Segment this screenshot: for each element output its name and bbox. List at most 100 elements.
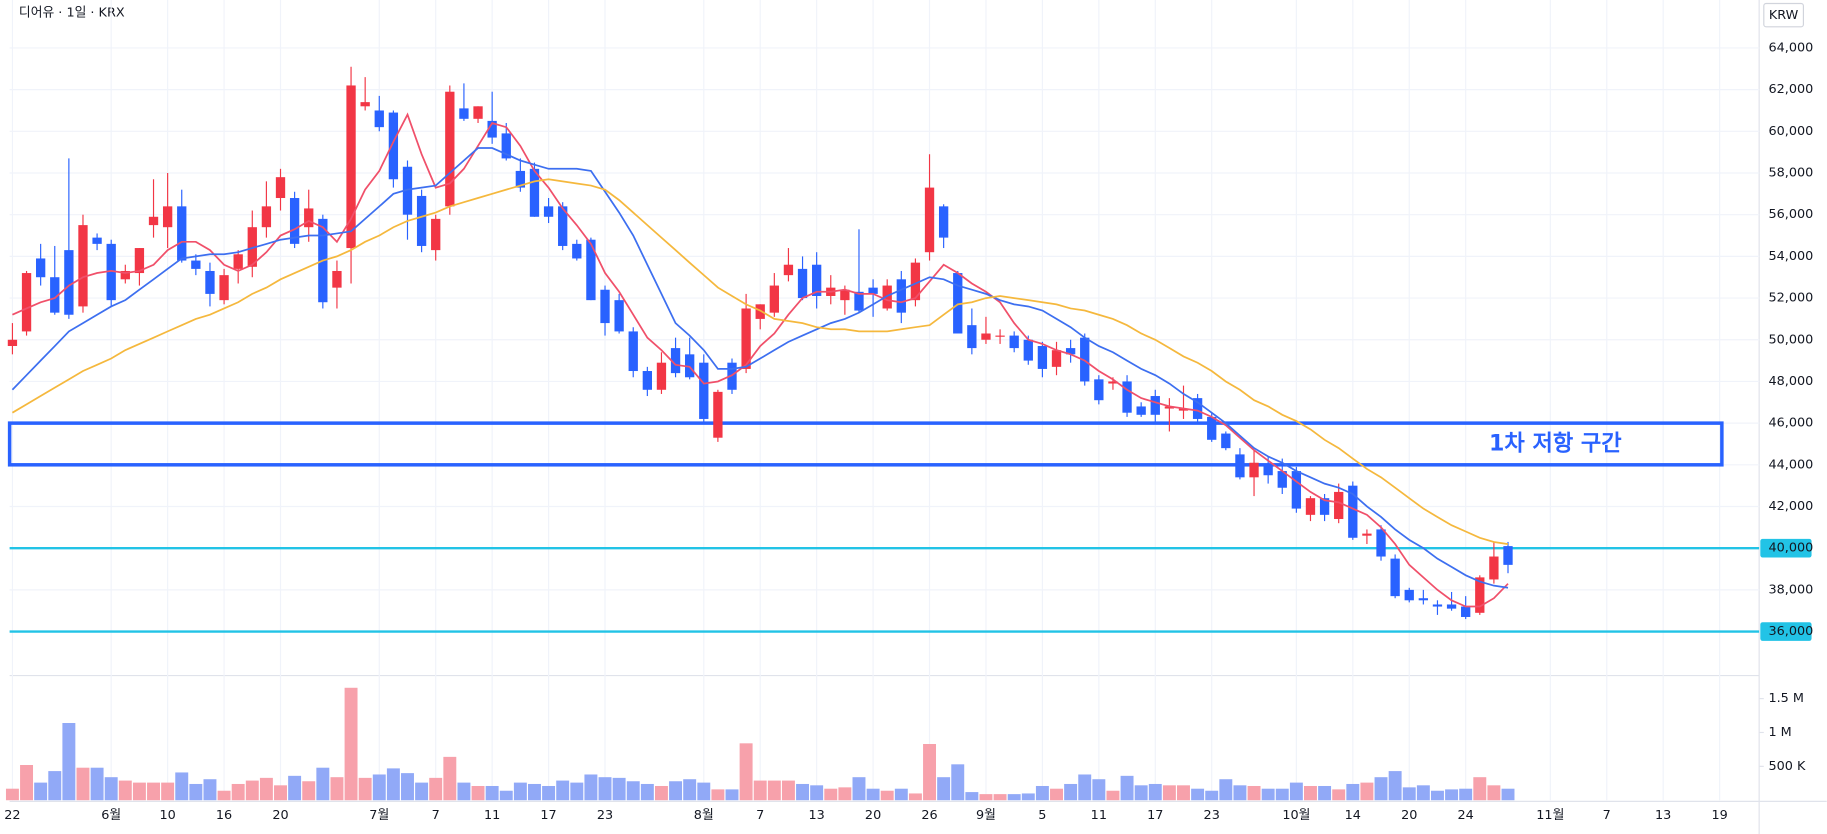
moving-average-line	[12, 112, 1509, 608]
candle-body	[699, 362, 709, 419]
candle-body	[162, 206, 173, 228]
x-tick-label: 11월	[1536, 808, 1564, 823]
candle-body	[64, 250, 74, 315]
x-tick-label: 7	[1603, 808, 1611, 823]
candle-body	[92, 237, 102, 244]
volume-bar	[259, 777, 273, 801]
candle-body	[924, 187, 935, 253]
candle-body	[628, 331, 638, 372]
x-tick-label: 10	[159, 808, 175, 823]
volume-bar	[570, 782, 584, 801]
volume-bar	[217, 790, 231, 801]
candle-body	[896, 279, 906, 313]
volume-bar	[20, 764, 34, 801]
candle-body	[177, 206, 187, 261]
currency-box	[1763, 2, 1804, 28]
volume-bar	[302, 781, 316, 801]
volume-bar	[598, 777, 612, 801]
volume-bar	[838, 787, 852, 801]
candle-body	[1461, 606, 1471, 617]
candle-body	[445, 91, 455, 207]
candle-body	[191, 260, 201, 269]
volume-bar	[1219, 779, 1233, 801]
candle-body	[416, 195, 427, 246]
volume-bar	[1191, 788, 1205, 801]
candle-body	[727, 362, 737, 390]
candle-body	[642, 371, 653, 390]
volume-bar	[499, 790, 513, 801]
candle-body	[1065, 348, 1076, 355]
x-tick-label: 11	[1091, 808, 1107, 823]
candle-body	[572, 243, 582, 259]
candle-body	[1178, 408, 1189, 411]
candle-body	[882, 285, 892, 309]
volume-bar	[358, 777, 372, 801]
y-tick-label: 58,000	[1768, 166, 1813, 181]
volume-bar	[711, 789, 725, 801]
candle-body	[1348, 485, 1358, 538]
volume-bar	[908, 793, 922, 801]
volume-bar	[951, 764, 965, 801]
volume-bar	[725, 789, 739, 801]
volume-bar	[147, 782, 160, 801]
volume-bar	[584, 774, 598, 801]
candle-body	[1150, 396, 1160, 415]
candle-body	[402, 166, 413, 215]
volume-bar	[894, 788, 908, 801]
volume-layer	[5, 687, 1515, 801]
volume-bar	[824, 788, 838, 801]
candle-body	[1446, 604, 1457, 609]
volume-bar	[979, 794, 993, 801]
volume-bar	[76, 767, 90, 801]
candle-body	[1277, 471, 1287, 488]
volume-bar	[1078, 774, 1092, 801]
volume-bar	[1247, 785, 1261, 801]
volume-bar	[1430, 790, 1444, 801]
x-tick-label: 9월	[976, 808, 996, 823]
moving-average-line	[11, 178, 1509, 545]
candle-body	[741, 308, 751, 369]
x-tick-label: 14	[1345, 808, 1361, 823]
candle-body	[656, 362, 667, 390]
volume-bar	[443, 756, 457, 801]
volume-bar	[1092, 779, 1106, 801]
candle-body	[995, 335, 1005, 337]
candle-body	[1164, 406, 1175, 409]
candle-body	[1023, 339, 1033, 361]
volume-bar	[1402, 787, 1416, 801]
candle-body	[811, 264, 822, 296]
volume-bar	[626, 781, 640, 801]
volume-bar	[485, 785, 499, 801]
volume-bar	[1177, 785, 1190, 801]
volume-bar	[457, 782, 471, 801]
x-tick-label: 5	[1038, 808, 1046, 823]
volume-bar	[965, 792, 979, 801]
candle-body	[953, 273, 963, 334]
candle-body	[600, 289, 610, 324]
y-tick-label: 60,000	[1768, 124, 1813, 139]
ma-layer	[11, 112, 1509, 608]
volume-bar	[1035, 785, 1049, 801]
candle-body	[1009, 335, 1019, 349]
candle-body	[388, 112, 399, 180]
volume-bar	[372, 774, 386, 801]
candle-body	[219, 275, 229, 301]
candle-body	[910, 262, 921, 301]
volume-bar	[245, 780, 259, 801]
candle-body	[783, 264, 794, 276]
candle-body	[21, 273, 32, 332]
candle-body	[1305, 498, 1316, 515]
candle-body	[1080, 337, 1090, 382]
volume-bar	[1261, 788, 1275, 801]
candle-body	[275, 177, 286, 199]
candle-body	[7, 339, 18, 347]
volume-bar	[923, 743, 937, 801]
y-tick-label: 64,000	[1768, 40, 1813, 55]
candle-body	[558, 206, 568, 246]
volume-bar	[1360, 782, 1374, 801]
candle-body	[1489, 556, 1499, 580]
volume-bar	[415, 782, 429, 801]
candle-body	[120, 270, 130, 280]
axis-layer: 22 6월 10 16 20 7월 7 11 17 23 8월 7 13 20 26 9월 5 11 17 23 10월…	[4, 40, 1813, 822]
volume-tick-label: 500 K	[1768, 759, 1805, 774]
